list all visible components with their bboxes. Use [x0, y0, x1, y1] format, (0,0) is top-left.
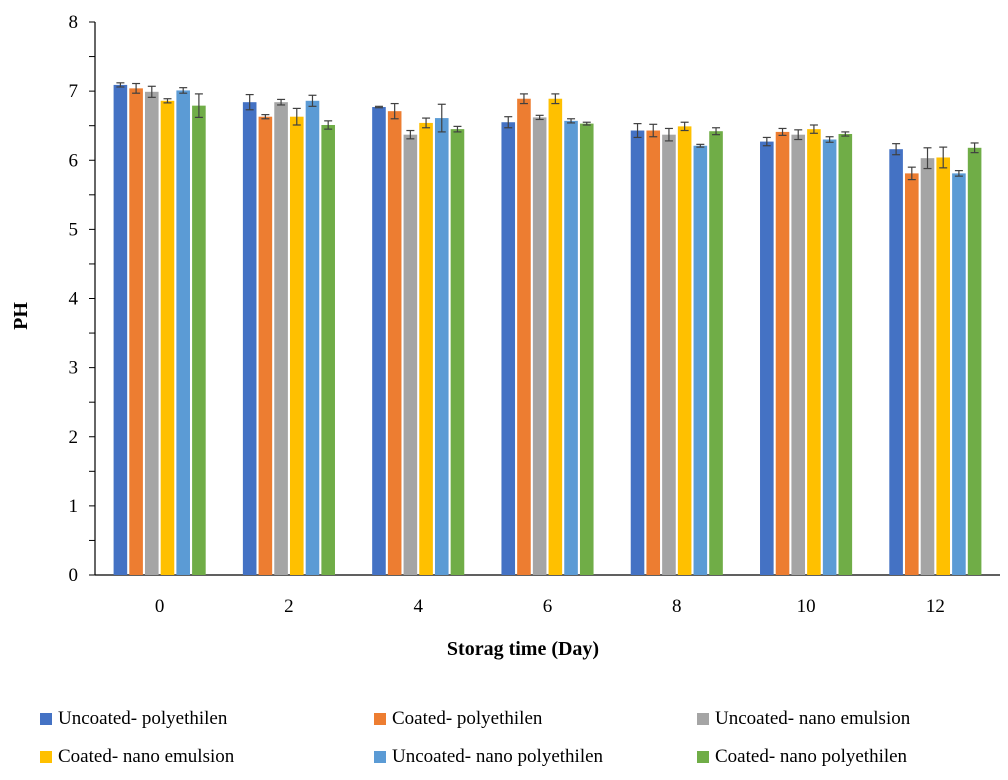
legend-label: Uncoated- nano emulsion — [715, 708, 911, 729]
bar — [822, 139, 837, 575]
bar — [501, 122, 516, 575]
bar — [305, 100, 320, 576]
x-tick-label: 2 — [284, 596, 294, 617]
bar — [952, 173, 966, 576]
y-tick-label: 4 — [69, 289, 79, 310]
bar — [372, 107, 386, 576]
y-tick-label: 3 — [69, 358, 79, 379]
bar — [321, 124, 335, 575]
legend-swatch — [697, 713, 709, 725]
bar — [760, 141, 774, 575]
y-tick-label: 1 — [69, 496, 79, 517]
legend-swatch — [374, 713, 386, 725]
bar — [905, 173, 919, 576]
bar — [920, 158, 935, 575]
y-tick-label: 0 — [69, 565, 79, 586]
legend-item: Uncoated- polyethilen — [40, 708, 227, 730]
x-tick-label: 12 — [926, 596, 945, 617]
x-axis-label: Storag time (Day) — [447, 638, 599, 660]
y-tick-label: 7 — [69, 81, 79, 102]
x-tick-label: 0 — [155, 596, 165, 617]
bar — [274, 102, 288, 575]
bar — [677, 126, 692, 575]
y-tick-labels: 0 1 2 3 4 5 6 7 8 — [69, 12, 79, 586]
bar — [289, 116, 304, 576]
plot-area — [89, 21, 1000, 576]
bar — [434, 118, 449, 576]
legend-swatch — [374, 751, 386, 763]
bar — [160, 100, 175, 576]
bar — [517, 98, 531, 575]
y-tick-label: 8 — [69, 12, 79, 33]
bar — [709, 131, 723, 575]
bar — [129, 88, 143, 576]
legend-swatch — [40, 713, 52, 725]
bar — [936, 157, 951, 576]
bar — [630, 130, 645, 575]
bar — [662, 134, 676, 575]
y-axis-label: PH — [10, 302, 32, 330]
bar — [176, 90, 190, 575]
bar — [192, 105, 206, 576]
bar — [967, 147, 982, 575]
x-tick-labels: 0 2 4 6 8 10 12 — [155, 596, 945, 617]
bar — [693, 145, 708, 575]
bar — [807, 129, 821, 576]
bar — [532, 117, 547, 575]
y-tick-label: 5 — [69, 219, 79, 240]
legend-item: Coated- nano polyethilen — [697, 746, 907, 768]
legend-item: Uncoated- nano polyethilen — [374, 746, 603, 768]
bar — [450, 129, 465, 576]
y-tick-label: 6 — [69, 150, 79, 171]
bar — [646, 130, 661, 575]
bar — [242, 102, 257, 575]
bar — [548, 98, 563, 575]
legend-label: Uncoated- polyethilen — [58, 708, 228, 729]
legend-item: Uncoated- nano emulsion — [697, 708, 910, 730]
bar — [775, 131, 790, 575]
x-tick-label: 10 — [797, 596, 816, 617]
bar — [838, 133, 853, 576]
x-tick-label: 4 — [413, 596, 423, 617]
bar — [387, 111, 402, 575]
bar — [564, 120, 578, 575]
bar — [889, 149, 903, 575]
legend-item: Coated- polyethilen — [374, 708, 542, 730]
x-tick-label: 8 — [672, 596, 682, 617]
bar — [258, 116, 273, 576]
bar — [419, 122, 433, 576]
legend-label: Coated- polyethilen — [392, 708, 543, 729]
legend-label: Coated- nano polyethilen — [715, 746, 908, 767]
bar — [144, 91, 159, 575]
legend-swatch — [697, 751, 709, 763]
legend-label: Uncoated- nano polyethilen — [392, 746, 604, 767]
bar — [403, 134, 418, 575]
bar — [113, 84, 128, 575]
legend-swatch — [40, 751, 52, 763]
legend: Uncoated- polyethilen Coated- polyethilen… — [40, 708, 1008, 780]
legend-item: Coated- nano emulsion — [40, 746, 234, 768]
x-tick-label: 6 — [543, 596, 553, 617]
bar — [579, 123, 594, 576]
bar — [791, 134, 806, 575]
legend-label: Coated- nano emulsion — [58, 746, 235, 767]
y-tick-label: 2 — [69, 427, 79, 448]
